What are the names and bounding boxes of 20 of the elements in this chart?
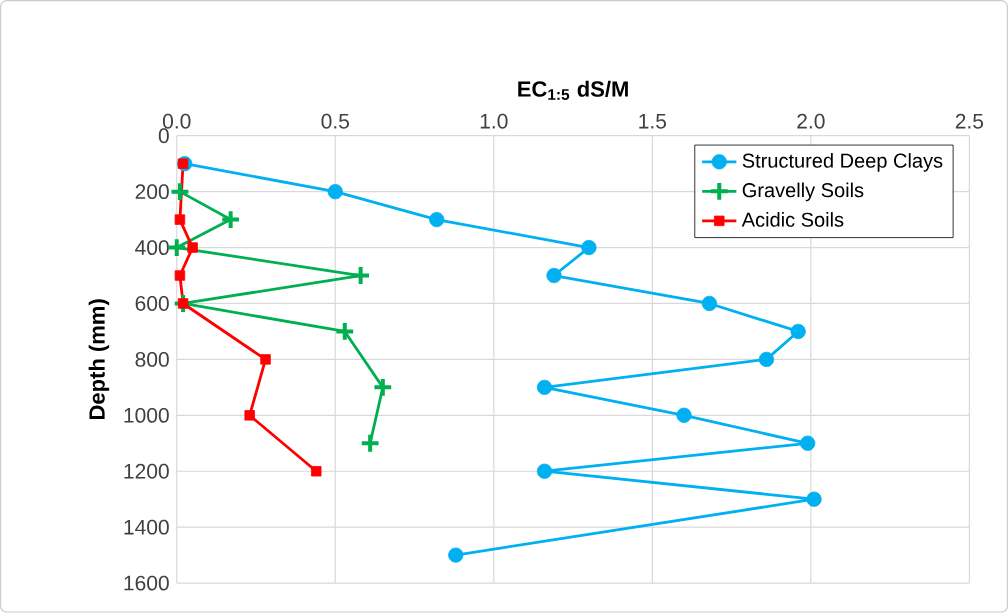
y-tick-label: 1400	[124, 519, 169, 535]
y-tick-label: 400	[135, 240, 169, 256]
x-tick-label: 0.0	[162, 113, 191, 129]
x-axis-title: EC$_{1:5}$ dS/M	[518, 80, 628, 101]
y-axis-title: Depth (mm)	[88, 299, 110, 420]
y-tick-label: 0	[158, 128, 169, 144]
x-tick-label: 1.0	[480, 113, 508, 129]
x-tick-label: 2.5	[955, 113, 984, 129]
y-tick-label: 1600	[124, 575, 169, 591]
legend-label: Gravelly Soils	[742, 182, 864, 202]
y-tick-label: 800	[135, 352, 169, 367]
x-tick-label: 0.5	[321, 113, 349, 129]
x-tick-label: 2.0	[797, 113, 825, 129]
legend-label: Structured Deep Clays	[742, 153, 943, 172]
y-tick-label: 600	[135, 296, 169, 312]
y-tick-label: 1200	[124, 463, 169, 479]
legend-label: Acidic Soils	[741, 212, 844, 227]
y-tick-label: 1000	[124, 408, 169, 423]
x-tick-label: 1.5	[639, 114, 667, 129]
y-tick-label: 200	[135, 184, 169, 200]
